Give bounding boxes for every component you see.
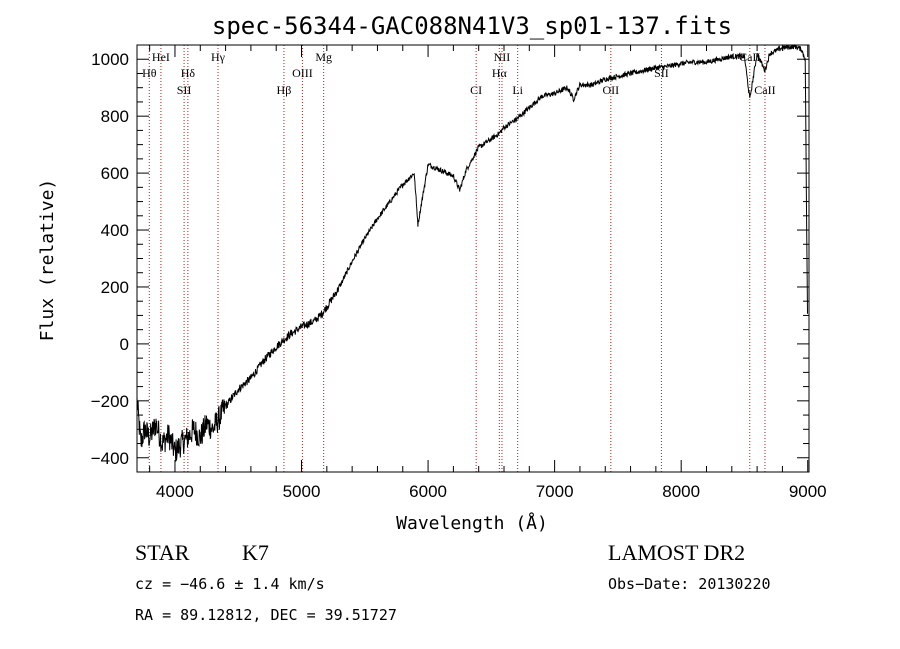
spectral-line-label: Mg bbox=[315, 50, 332, 64]
y-tick-label: 1000 bbox=[91, 50, 129, 69]
y-tick-label: 200 bbox=[101, 278, 129, 297]
spectral-line-label: Li bbox=[512, 83, 523, 97]
plot-frame bbox=[136, 44, 810, 473]
spectral-line-markers bbox=[148, 45, 766, 472]
y-tick-label: 400 bbox=[101, 221, 129, 240]
y-tick-label: −400 bbox=[91, 449, 129, 468]
x-axis-label: Wavelength (Å) bbox=[396, 512, 548, 534]
x-tick-label: 9000 bbox=[789, 482, 827, 501]
obs-date-text: Obs−Date: 20130220 bbox=[608, 575, 771, 593]
spectral-line-label: OIII bbox=[292, 66, 313, 80]
spectral-line-label: CaII bbox=[754, 83, 775, 97]
object-subclass: K7 bbox=[242, 540, 269, 565]
y-tick-label: 600 bbox=[101, 164, 129, 183]
coordinates-text: RA = 89.12812, DEC = 39.51727 bbox=[135, 606, 397, 624]
spectral-line-label: Hα bbox=[492, 66, 508, 80]
x-tick-label: 5000 bbox=[283, 482, 321, 501]
y-axis-label: Flux (relative) bbox=[37, 179, 58, 342]
spectral-line-label: NII bbox=[494, 50, 511, 64]
y-axis-ticks: −400 −200 0 200 400 600 800 1000 bbox=[91, 50, 809, 468]
object-class: STAR bbox=[135, 540, 190, 565]
x-axis-ticks: 4000 5000 6000 7000 8000 9000 bbox=[149, 45, 827, 501]
spectral-line-label: CI bbox=[470, 83, 482, 97]
chart-title: spec-56344-GAC088N41V3_sp01-137.fits bbox=[212, 12, 732, 40]
spectral-line-label: Hγ bbox=[211, 50, 226, 64]
y-tick-label: 0 bbox=[120, 335, 129, 354]
spectral-line-label: OII bbox=[602, 83, 619, 97]
spectral-line-label: Hδ bbox=[181, 66, 196, 80]
y-tick-label: −200 bbox=[91, 392, 129, 411]
x-tick-label: 6000 bbox=[409, 482, 447, 501]
x-tick-label: 7000 bbox=[536, 482, 574, 501]
spectral-line-label: Hθ bbox=[142, 66, 157, 80]
y-tick-label: 800 bbox=[101, 107, 129, 126]
survey-name: LAMOST DR2 bbox=[608, 540, 745, 565]
x-tick-label: 4000 bbox=[156, 482, 194, 501]
spectral-line-label: Hβ bbox=[277, 83, 292, 97]
spectral-line-label: SII bbox=[177, 83, 192, 97]
x-tick-label: 8000 bbox=[662, 482, 700, 501]
spectral-line-label: HeI bbox=[152, 50, 170, 64]
spectrum-line bbox=[136, 44, 808, 462]
redshift-text: cz = −46.6 ± 1.4 km/s bbox=[135, 575, 325, 593]
